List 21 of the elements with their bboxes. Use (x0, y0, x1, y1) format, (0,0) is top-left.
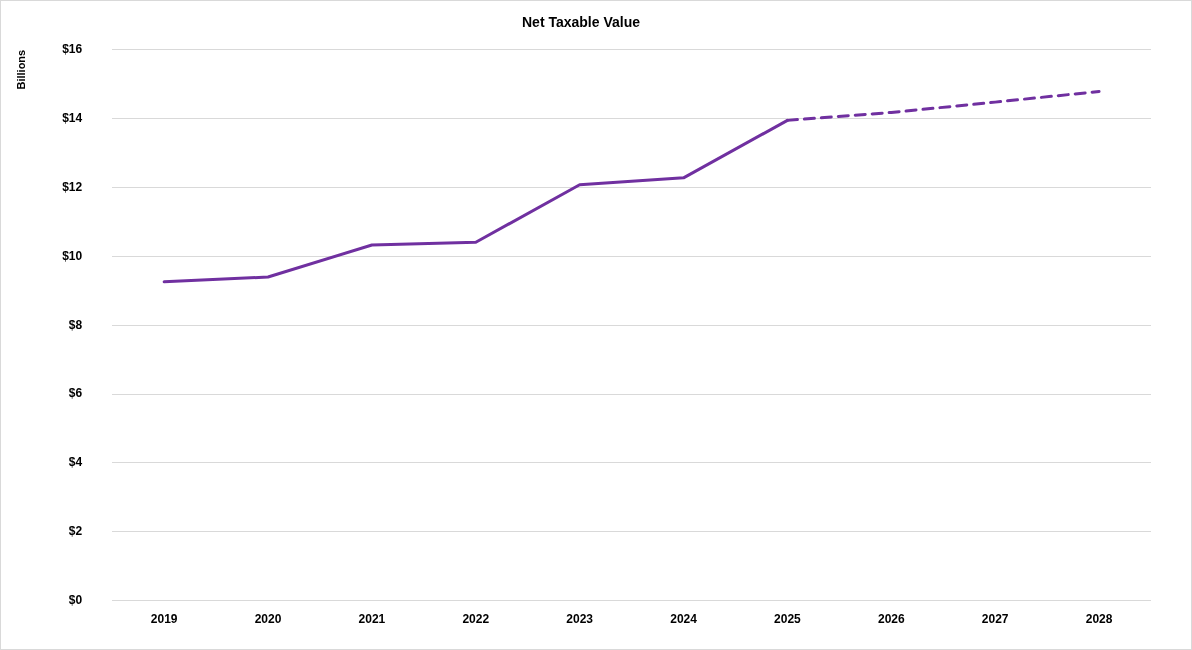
y-tick-label: $6 (68, 386, 83, 401)
y-tick-label: $16 (62, 42, 83, 57)
y-tick-label: $8 (68, 317, 83, 332)
y-tick-label: $12 (62, 179, 83, 194)
x-tick-label: 2027 (981, 612, 1009, 627)
x-tick-label: 2026 (877, 612, 905, 627)
y-tick-label: $14 (62, 110, 83, 125)
chart-title: Net Taxable Value (521, 14, 641, 31)
y-tick-label: $4 (68, 455, 83, 470)
x-tick-label: 2023 (566, 612, 594, 627)
y-tick-label: $0 (68, 592, 83, 607)
x-tick-label: 2019 (150, 612, 178, 627)
x-tick-label: 2022 (462, 612, 490, 627)
x-tick-label: 2025 (774, 612, 802, 627)
y-tick-label: $10 (62, 248, 83, 263)
x-tick-label: 2021 (358, 612, 386, 627)
x-tick-label: 2028 (1085, 612, 1113, 627)
x-tick-label: 2024 (670, 612, 698, 627)
y-axis-title: Billions (14, 49, 27, 90)
y-tick-label: $2 (68, 524, 83, 539)
x-tick-label: 2020 (254, 612, 282, 627)
